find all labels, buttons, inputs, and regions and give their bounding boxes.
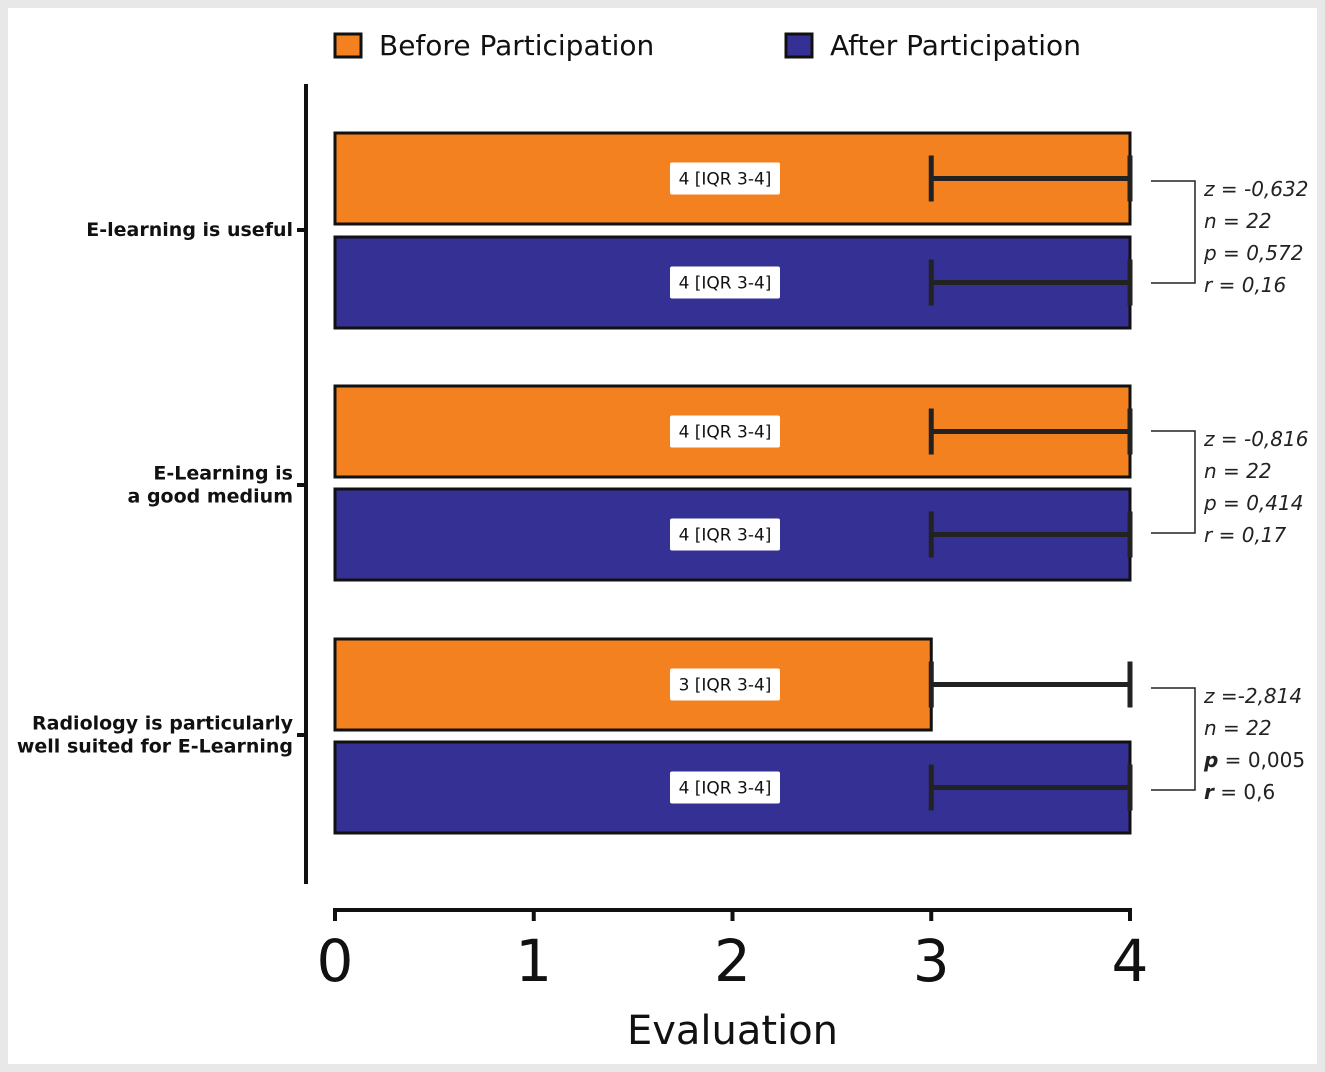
- legend-swatch-1: [784, 32, 814, 59]
- legend-label-0: Before Participation: [379, 29, 654, 62]
- stat-r: r = 0,16: [1204, 273, 1286, 297]
- legend-label-1: After Participation: [830, 29, 1081, 62]
- stat-p: p = 0,572: [1203, 241, 1303, 265]
- stat-n: n = 22: [1204, 459, 1272, 483]
- bar: [333, 637, 933, 732]
- figure-frame: Before Participation After Participation …: [8, 8, 1317, 1064]
- x-tick-label: 0: [317, 927, 354, 995]
- bar-label: 4 [IQR 3-4]: [679, 779, 772, 799]
- bar-label: 4 [IQR 3-4]: [679, 526, 772, 546]
- bar-label: 4 [IQR 3-4]: [679, 274, 772, 294]
- stat-n: n = 22: [1204, 716, 1272, 740]
- stats-bracket: [1151, 687, 1196, 791]
- stats: z = -0,632 n = 22 p = 0,572 r = 0,16 z = -0,…: [1151, 177, 1308, 804]
- category-label: well suited for E-Learning: [17, 736, 293, 758]
- stat-n: n = 22: [1204, 209, 1272, 233]
- bar-label-box: [670, 668, 780, 701]
- stat-z: z = -0,632: [1203, 177, 1308, 201]
- category-label: E-Learning is: [153, 463, 293, 485]
- stat-r: r = 0,17: [1204, 523, 1287, 547]
- bar-label: 4 [IQR 3-4]: [679, 423, 772, 443]
- bar-label-box: [670, 162, 780, 195]
- bar-label-box: [670, 266, 780, 299]
- category-label: E-learning is useful: [86, 219, 293, 241]
- chart: Before Participation After Participation …: [17, 29, 1309, 1054]
- x-tick-label: 3: [913, 927, 950, 995]
- x-tick-label: 1: [515, 927, 552, 995]
- legend: Before Participation After Participation: [333, 29, 1081, 62]
- stats-bracket: [1151, 180, 1196, 284]
- category-label: Radiology is particularly: [32, 713, 294, 735]
- stat-r: r = 0,6: [1204, 780, 1275, 804]
- stats-bracket: [1151, 430, 1196, 534]
- stat-z: z = -0,816: [1203, 427, 1308, 451]
- bar-label: 4 [IQR 3-4]: [679, 170, 772, 190]
- bar-label-box: [670, 771, 780, 804]
- legend-swatch-0: [333, 32, 363, 59]
- stat-p: p = 0,414: [1203, 491, 1303, 515]
- x-axis: 0 1 2 3 4 Evaluation: [317, 908, 1149, 1054]
- stat-p: p = 0,005: [1203, 748, 1305, 772]
- x-axis-title: Evaluation: [627, 1008, 838, 1054]
- category-label: a good medium: [128, 486, 293, 508]
- bar-label-box: [670, 518, 780, 551]
- bars: 4 [IQR 3-4] 4 [IQR 3-4] 4 [IQR 3-4] 4 [IQR …: [333, 131, 1133, 835]
- x-tick-label: 4: [1112, 927, 1149, 995]
- x-tick-label: 2: [714, 927, 751, 995]
- stat-z: z =-2,814: [1203, 684, 1302, 708]
- bar-label: 3 [IQR 3-4]: [679, 676, 772, 696]
- y-axis: E-learning is useful E-Learning isa good …: [17, 84, 308, 884]
- bar-label-box: [670, 415, 780, 448]
